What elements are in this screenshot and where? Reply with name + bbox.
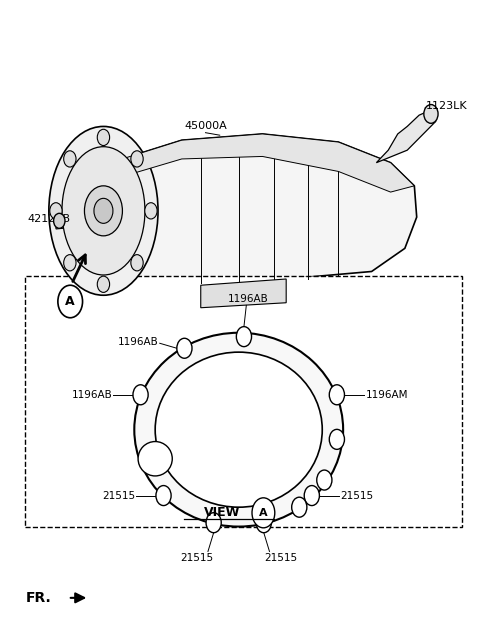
Circle shape — [156, 485, 171, 506]
Circle shape — [424, 104, 438, 123]
Circle shape — [256, 512, 271, 533]
Ellipse shape — [134, 333, 343, 526]
Circle shape — [64, 151, 76, 167]
Text: 1123LK: 1123LK — [426, 102, 468, 111]
Polygon shape — [96, 134, 414, 192]
Polygon shape — [96, 134, 417, 289]
Circle shape — [236, 327, 252, 347]
Circle shape — [133, 385, 148, 405]
Circle shape — [317, 470, 332, 490]
Ellipse shape — [155, 352, 322, 507]
Circle shape — [94, 198, 113, 224]
Text: 1196AB: 1196AB — [72, 390, 112, 400]
Text: 21515: 21515 — [340, 490, 373, 501]
Circle shape — [177, 338, 192, 358]
Circle shape — [131, 254, 143, 271]
Text: 21515: 21515 — [180, 553, 214, 563]
Ellipse shape — [49, 126, 158, 295]
Polygon shape — [201, 279, 286, 308]
Circle shape — [329, 430, 345, 450]
Text: A: A — [259, 508, 268, 518]
Circle shape — [329, 385, 345, 405]
Circle shape — [64, 254, 76, 271]
Circle shape — [145, 203, 157, 219]
Text: 42121B: 42121B — [27, 214, 71, 224]
Text: 21515: 21515 — [102, 490, 135, 501]
Text: 1196AM: 1196AM — [365, 390, 408, 400]
Text: 1196AB: 1196AB — [228, 294, 269, 304]
Text: 45000A: 45000A — [184, 121, 227, 131]
Text: FR.: FR. — [26, 591, 52, 605]
Circle shape — [58, 285, 83, 318]
Text: 21515: 21515 — [264, 553, 297, 563]
FancyBboxPatch shape — [25, 276, 462, 526]
Circle shape — [84, 186, 122, 236]
Circle shape — [97, 276, 109, 293]
Circle shape — [206, 512, 221, 533]
Ellipse shape — [138, 441, 172, 476]
Polygon shape — [56, 209, 96, 229]
Circle shape — [252, 498, 275, 528]
Circle shape — [54, 214, 65, 229]
Text: A: A — [65, 295, 75, 308]
Text: 1196AB: 1196AB — [118, 337, 158, 347]
Circle shape — [50, 203, 62, 219]
Circle shape — [131, 151, 143, 167]
Circle shape — [304, 485, 319, 506]
Polygon shape — [376, 109, 436, 163]
Text: VIEW: VIEW — [204, 506, 240, 519]
Circle shape — [292, 497, 307, 517]
Circle shape — [97, 129, 109, 146]
Ellipse shape — [62, 147, 145, 275]
